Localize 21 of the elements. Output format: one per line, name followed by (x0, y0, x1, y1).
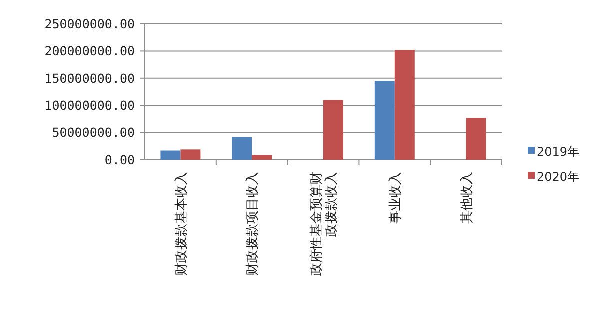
bar (394, 50, 415, 160)
bar (324, 100, 344, 160)
y-tick-label: 150000000.00 (44, 70, 135, 86)
y-tick-label: 200000000.00 (44, 44, 135, 59)
bar (160, 150, 181, 160)
legend-label: 2020年 (537, 170, 580, 184)
x-tick-label: 财政拨款项目收入 (246, 172, 261, 276)
y-tick-label: 50000000.00 (52, 125, 135, 140)
bar (466, 118, 486, 160)
x-tick-label: 其他收入 (460, 172, 475, 224)
x-tick-label: 财政拨款基本收入 (174, 172, 190, 276)
y-tick-label: 250000000.00 (44, 16, 135, 32)
y-tick-label: 100000000.00 (44, 98, 135, 113)
bar (232, 137, 252, 160)
bar (180, 150, 201, 160)
x-tick-label: 政府性基金预算财政拨款收入 (308, 172, 340, 276)
bar (374, 81, 395, 160)
legend-label: 2019年 (537, 145, 580, 160)
x-tick-label: 事业收入 (388, 172, 404, 224)
y-tick-label: 0.00 (104, 152, 135, 168)
bar (252, 155, 272, 160)
